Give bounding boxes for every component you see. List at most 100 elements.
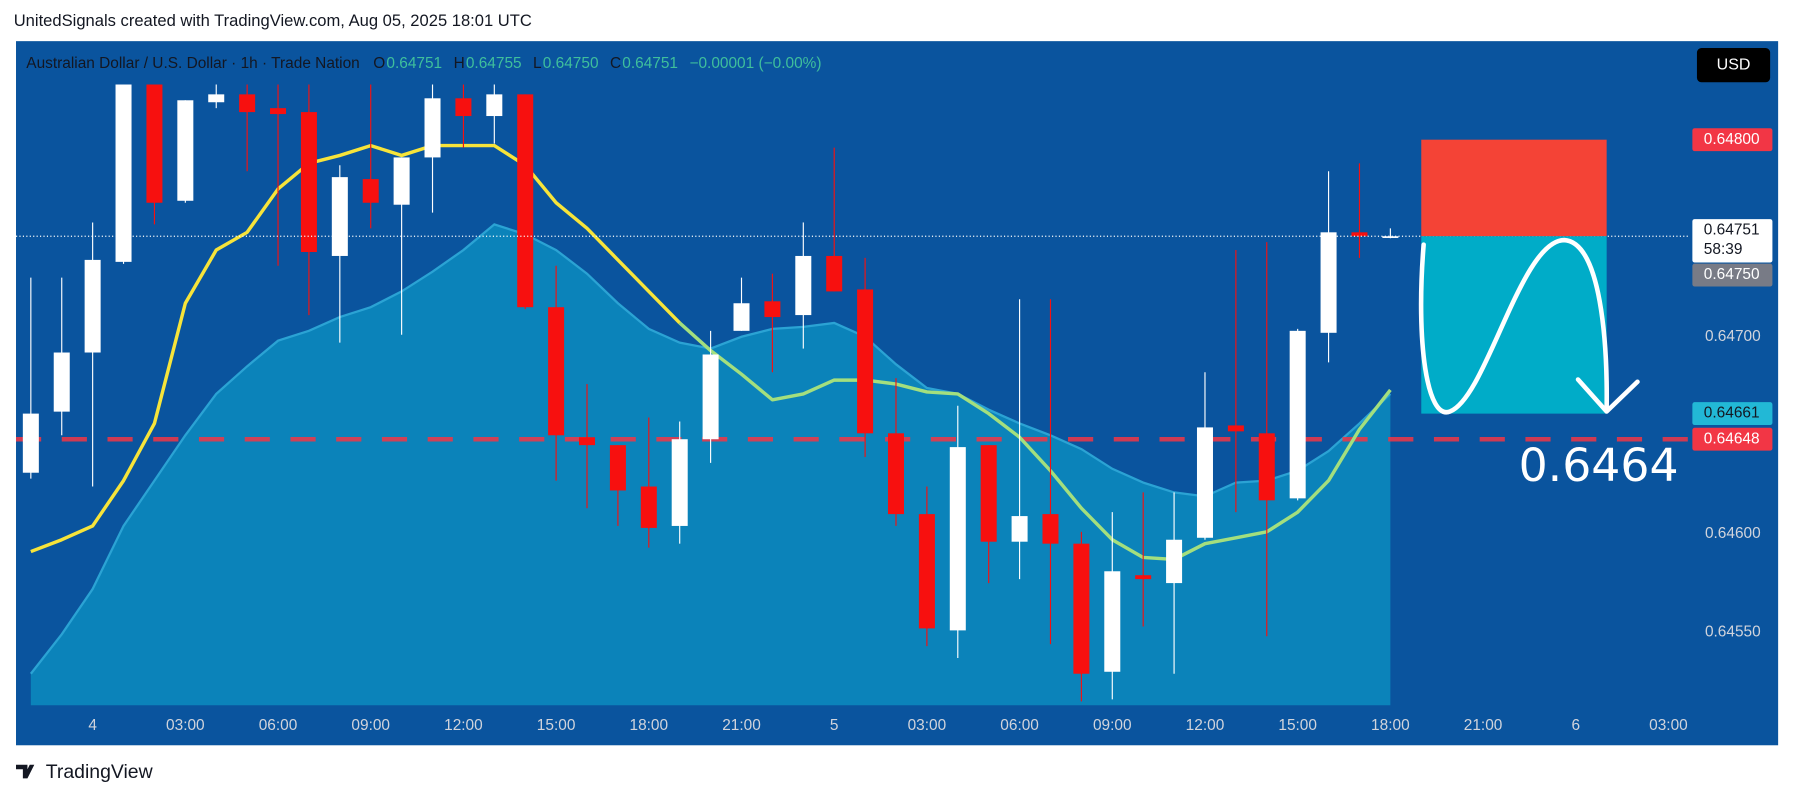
x-tick-label: 4 (88, 717, 97, 734)
candle-body (1351, 232, 1368, 237)
candle-body (146, 84, 163, 203)
candle-body (764, 301, 781, 318)
price-badge-label: 0.64661 (1704, 405, 1760, 422)
price-badge-label: 0.64751 (1704, 222, 1760, 239)
candle-body (671, 439, 688, 526)
price-badge (1692, 128, 1773, 152)
y-tick-label: 0.64700 (1705, 328, 1761, 345)
candle-body (177, 100, 194, 201)
y-tick-label: 0.64600 (1705, 525, 1761, 542)
candle-body (22, 413, 39, 473)
candle-body (826, 255, 843, 292)
candle-body (393, 157, 410, 205)
candle-body (362, 179, 379, 203)
candle-body (609, 445, 626, 491)
candle-body (300, 112, 317, 253)
x-tick-label: 21:00 (1464, 717, 1503, 734)
legend: Australian Dollar / U.S. Dollar · 1h · T… (26, 55, 821, 72)
candle-body (517, 94, 534, 308)
x-tick-label: 12:00 (444, 717, 483, 734)
x-tick-label: 18:00 (1371, 717, 1410, 734)
legend-key: C (610, 55, 621, 72)
candle-body (1382, 236, 1399, 238)
price-badge (1692, 219, 1773, 263)
legend-value: 0.64750 (543, 55, 599, 72)
stop-zone (1421, 139, 1607, 237)
candle-body (1320, 232, 1337, 333)
logo: TradingView (46, 761, 154, 783)
candle-body (949, 447, 966, 631)
candle-body (579, 437, 596, 446)
x-tick-label: 12:00 (1186, 717, 1225, 734)
candle-body (795, 255, 812, 316)
x-tick-label: 03:00 (166, 717, 205, 734)
price-badge-label: 0.64800 (1704, 131, 1760, 148)
annotation: 0.6464 (1519, 439, 1679, 492)
candle-body (208, 94, 225, 103)
candle-body (53, 352, 70, 412)
price-badge-label: 0.64750 (1704, 266, 1760, 283)
candle-body (1073, 543, 1090, 674)
legend-value: 0.64755 (466, 55, 522, 72)
candle-body (1166, 539, 1183, 584)
header: UnitedSignals created with TradingView.c… (14, 11, 532, 30)
candle-body (455, 98, 472, 117)
price-badge-countdown: 58:39 (1704, 241, 1743, 258)
x-tick-label: 6 (1571, 717, 1580, 734)
candle-body (733, 303, 750, 331)
candle-body (1196, 427, 1213, 538)
target-zone (1421, 236, 1607, 414)
legend-symbol: Australian Dollar / U.S. Dollar · 1h · T… (26, 55, 359, 72)
candle-body (1104, 571, 1121, 672)
moving-average (30, 143, 681, 554)
candle-body (486, 94, 503, 117)
legend-key: O (373, 55, 385, 72)
x-tick-label: 21:00 (722, 717, 761, 734)
x-tick-label: 09:00 (351, 717, 390, 734)
candle-body (270, 108, 287, 115)
x-tick-label: 09:00 (1093, 717, 1132, 734)
candle-body (331, 177, 348, 256)
legend-change: −0.00001 (−0.00%) (689, 55, 821, 72)
moving-average (678, 321, 1392, 562)
candle-body (640, 486, 657, 528)
legend-value: 0.64751 (386, 55, 442, 72)
candle-body (1042, 514, 1059, 544)
candle-body (1011, 516, 1028, 542)
x-tick-label: 06:00 (1000, 717, 1039, 734)
candle-body (1227, 425, 1244, 432)
logo-icon (16, 764, 35, 779)
x-tick-label: 15:00 (537, 717, 576, 734)
candle-body (887, 433, 905, 515)
currency-box[interactable] (1696, 48, 1771, 83)
price-badge (1692, 263, 1773, 287)
candle-body (702, 354, 719, 440)
plot-area (16, 84, 1691, 706)
candle-body (1258, 433, 1275, 501)
currency: USD (1717, 56, 1751, 73)
x-tick-label: 06:00 (259, 717, 298, 734)
candle-body (1135, 575, 1152, 580)
x-tick-label: 5 (830, 717, 839, 734)
candle-body (918, 514, 935, 629)
candle-body (548, 307, 565, 436)
price-badge-label: 0.64648 (1704, 430, 1760, 447)
candle-body (1289, 330, 1306, 499)
legend-key: L (533, 55, 542, 72)
candle-body (980, 445, 997, 542)
legend-value: 0.64751 (622, 55, 678, 72)
price-badge (1692, 427, 1773, 451)
price-badge (1692, 402, 1773, 426)
x-tick-label: 03:00 (908, 717, 947, 734)
y-tick-label: 0.64550 (1705, 623, 1761, 640)
candle-body (857, 289, 874, 434)
candle-body (239, 94, 256, 113)
x-tick-label: 18:00 (630, 717, 669, 734)
x-tick-label: 03:00 (1649, 717, 1688, 734)
candle-body (84, 259, 101, 353)
candle-body (115, 84, 132, 262)
legend-key: H (454, 55, 465, 72)
hand-drawn-arrow (1418, 237, 1640, 415)
